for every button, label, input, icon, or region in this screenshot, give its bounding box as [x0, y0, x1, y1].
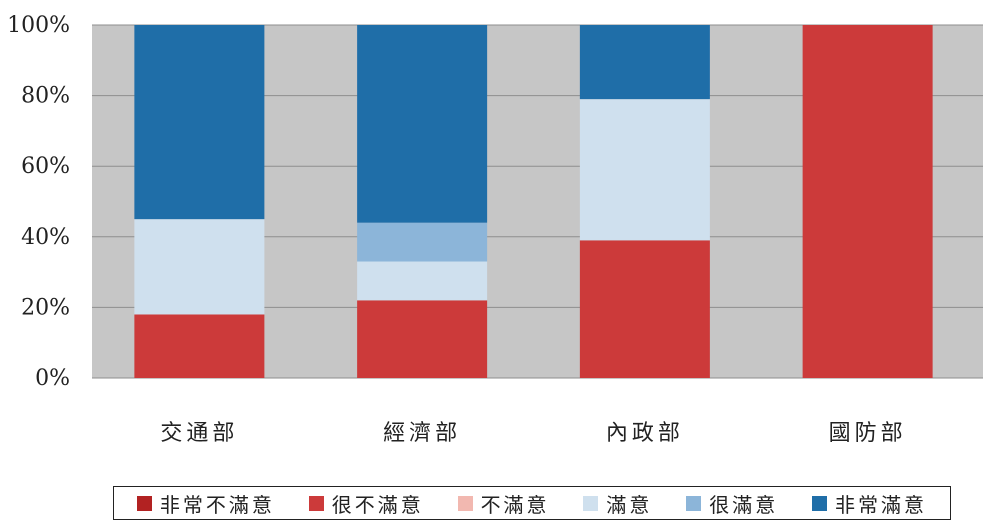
bar-segment: [357, 300, 488, 378]
bar-segment: [579, 99, 710, 241]
x-category-label: 國防部: [829, 421, 907, 446]
legend: 非常不滿意 很不滿意 不滿意 滿意 很滿意 非常滿意: [113, 486, 951, 520]
y-tick-label: 40%: [21, 225, 70, 250]
bar-segment: [579, 25, 710, 100]
legend-swatch: [457, 495, 473, 511]
x-category-label: 經濟部: [383, 421, 461, 446]
x-category-label: 內政部: [606, 421, 684, 446]
legend-label: 很滿意: [709, 492, 779, 517]
legend-item: 非常滿意: [812, 489, 927, 518]
legend-label: 不滿意: [480, 492, 550, 517]
legend-item: 非常不滿意: [136, 489, 275, 518]
bars: [134, 25, 933, 378]
y-tick-label: 80%: [21, 84, 70, 109]
bar-segment: [134, 25, 265, 220]
y-tick-label: 60%: [21, 154, 70, 179]
legend-item: 滿意: [583, 489, 652, 518]
bar-segment: [357, 25, 488, 223]
legend-label: 滿意: [606, 492, 653, 517]
bar-segment: [579, 240, 710, 378]
bar-segment: [134, 219, 265, 315]
legend-swatch: [308, 495, 324, 511]
y-tick-label: 0%: [35, 366, 70, 391]
legend-swatch: [686, 495, 702, 511]
y-tick-label: 20%: [21, 295, 70, 320]
legend-item: 不滿意: [457, 489, 550, 518]
bar-segment: [134, 314, 265, 378]
legend-swatch: [583, 495, 599, 511]
legend-label: 很不滿意: [331, 492, 424, 517]
legend-swatch: [136, 495, 152, 511]
y-axis-ticks: 0% 20% 40% 60% 80% 100%: [7, 13, 70, 391]
legend-item: 很不滿意: [308, 489, 424, 518]
legend-label: 非常不滿意: [159, 492, 275, 517]
bar-segment: [357, 261, 488, 301]
legend-item: 很滿意: [686, 489, 778, 518]
stacked-bar-chart: 0% 20% 40% 60% 80% 100% 交通部 經濟部 內政部 國防部: [7, 13, 983, 446]
x-axis-labels: 交通部 經濟部 內政部 國防部: [160, 421, 907, 446]
bar-segment: [357, 222, 488, 262]
y-tick-label: 100%: [7, 13, 70, 38]
legend-label: 非常滿意: [835, 492, 928, 517]
x-category-label: 交通部: [160, 421, 238, 446]
legend-swatch: [812, 495, 828, 511]
bar-segment: [802, 25, 933, 378]
